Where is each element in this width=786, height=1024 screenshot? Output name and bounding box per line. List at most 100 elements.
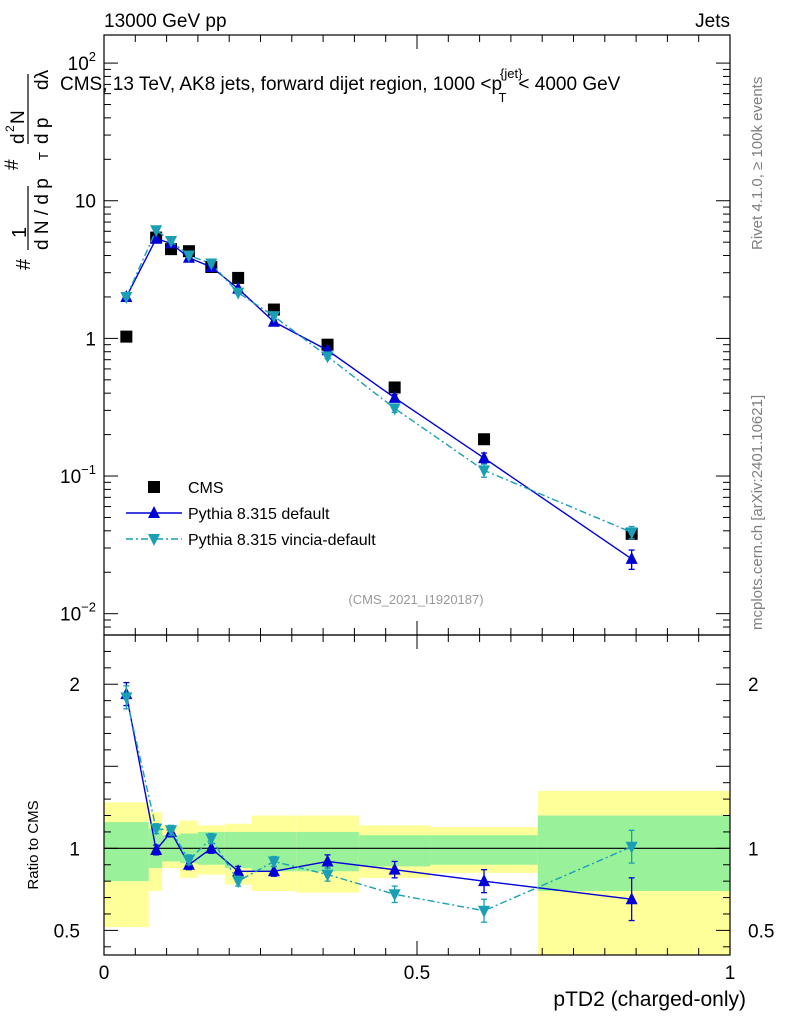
ratio-x-tick-label: 1 bbox=[725, 963, 736, 984]
ratio-pythia-8-315-vincia-default-point bbox=[321, 869, 334, 882]
ratio-uncertainty-bands bbox=[104, 790, 730, 955]
x-axis-label: pTD2 (charged-only) bbox=[553, 988, 746, 1011]
main-cms-point bbox=[120, 330, 133, 343]
title-superscript: {jet} bbox=[500, 66, 523, 81]
main-y-tick-label-base: 10 bbox=[68, 54, 89, 75]
main-pythia-8-315-default-point bbox=[478, 451, 491, 464]
ylabel-hash-left: # bbox=[13, 258, 35, 270]
title-text-after: < 4000 GeV bbox=[518, 74, 620, 95]
chart-title: CMS, 13 TeV, AK8 jets, forward dijet reg… bbox=[60, 66, 621, 105]
legend-marker-pythia-8-315-default bbox=[148, 506, 160, 518]
main-y-tick-label: 10−1 bbox=[60, 462, 96, 488]
main-y-tick-label-exponent: −2 bbox=[81, 600, 96, 615]
main-pythia-8-315-vincia-default-point bbox=[182, 250, 195, 263]
ratio-y-tick-label-left: 2 bbox=[69, 675, 80, 696]
main-y-tick-label-base: 10 bbox=[60, 467, 81, 488]
main-pythia-8-315-vincia-default-point bbox=[165, 235, 178, 248]
title-text-before: CMS, 13 TeV, AK8 jets, forward dijet reg… bbox=[60, 74, 491, 95]
main-pythia-8-315-vincia-default-point bbox=[267, 311, 280, 324]
legend-label-pythia-8-315-default: Pythia 8.315 default bbox=[188, 506, 330, 523]
legend-marker-cms bbox=[148, 481, 160, 493]
main-pythia-8-315-vincia-default-point bbox=[321, 351, 334, 364]
main-y-tick-label: 10−2 bbox=[60, 600, 96, 626]
legend: CMS Pythia 8.315 default Pythia 8.315 vinc… bbox=[126, 480, 376, 549]
main-cms-point bbox=[478, 433, 491, 446]
ylabel-denominator-right: d p bbox=[32, 118, 53, 144]
ratio-pythia-8-315-vincia-default-point bbox=[625, 841, 638, 854]
category-label: Jets bbox=[695, 11, 730, 32]
main-pythia-8-315-vincia-default-point bbox=[232, 287, 245, 300]
ylabel-superscript: 2 bbox=[3, 125, 17, 132]
green-band-bin bbox=[224, 831, 252, 869]
ratio-pythia-8-315-vincia-default-point bbox=[205, 833, 218, 846]
ratio-y-tick-label-right: 0.5 bbox=[748, 921, 774, 942]
ratio-y-tick-label-left: 1 bbox=[69, 839, 80, 860]
main-pythia-8-315-vincia-default-point bbox=[388, 403, 401, 416]
main-pythia-8-315-vincia-default-point bbox=[120, 291, 133, 304]
ylabel-denominator-left: d N / d p bbox=[32, 178, 53, 250]
ratio-series-layer bbox=[120, 681, 638, 923]
main-pythia-8-315-vincia-default-point bbox=[478, 465, 491, 478]
ratio-pythia-8-315-default-point bbox=[205, 841, 218, 854]
main-cms-point bbox=[232, 271, 245, 284]
ratio-pythia-8-315-vincia-default-point bbox=[267, 856, 280, 869]
main-pythia-8-315-vincia-default-point bbox=[205, 258, 218, 271]
ratio-pythia-8-315-default-point bbox=[267, 864, 280, 877]
green-band-bin bbox=[104, 822, 149, 882]
main-y-tick-label-exponent: 2 bbox=[89, 49, 96, 64]
ylabel-hash-right: # bbox=[2, 159, 23, 170]
analysis-label: (CMS_2021_I1920187) bbox=[348, 592, 483, 607]
ylabel-n: N bbox=[8, 110, 29, 124]
main-y-tick-label: 10 bbox=[75, 192, 96, 213]
ratio-y-tick-label-left: 0.5 bbox=[54, 921, 80, 942]
ratio-pythia-8-315-default-point bbox=[478, 874, 491, 887]
ratio-pythia-8-315-default-point bbox=[388, 862, 401, 875]
legend-label-cms: CMS bbox=[188, 480, 224, 497]
ratio-pythia-8-315-default-point bbox=[150, 842, 163, 855]
ratio-x-tick-label: 0 bbox=[99, 963, 110, 984]
main-pythia-8-315-default-point bbox=[150, 231, 163, 244]
main-y-tick-label: 102 bbox=[68, 49, 96, 75]
ratio-pythia-8-315-default-point bbox=[232, 864, 245, 877]
main-y-tick-label: 1 bbox=[85, 329, 96, 350]
ratio-y-axis-label: Ratio to CMS bbox=[25, 800, 42, 889]
main-y-tick-label-base: 1 bbox=[85, 329, 96, 350]
main-pythia-8-315-vincia-default-point bbox=[150, 225, 163, 238]
ylabel-subscript: T bbox=[36, 152, 51, 160]
energy-label: 13000 GeV pp bbox=[104, 11, 227, 32]
main-cms-point bbox=[388, 381, 401, 394]
main-y-tick-label-exponent: −1 bbox=[81, 462, 96, 477]
ylabel-d-right: d bbox=[8, 133, 29, 144]
green-band-bin bbox=[537, 815, 730, 891]
legend-label-pythia-8-315-vincia-default: Pythia 8.315 vincia-default bbox=[188, 532, 376, 549]
main-y-tick-label-base: 10 bbox=[60, 605, 81, 626]
ratio-x-tick-label: 0.5 bbox=[404, 963, 430, 984]
ratio-pythia-8-315-default-point bbox=[321, 854, 334, 867]
main-series-layer bbox=[120, 225, 638, 570]
ratio-pythia-8-315-default-point bbox=[625, 892, 638, 905]
main-y-axis-label: # 1 d N / d p # T d 2 N d p dλ bbox=[2, 69, 53, 270]
title-p: p bbox=[491, 74, 502, 95]
rivet-label: Rivet 4.1.0, ≥ 100k events bbox=[749, 77, 766, 250]
ratio-pythia-8-315-vincia-default-point bbox=[120, 692, 133, 705]
main-pythia-8-315-default-point bbox=[625, 551, 638, 564]
ratio-y-tick-label-right: 2 bbox=[748, 675, 759, 696]
legend-marker-pythia-8-315-vincia-default bbox=[148, 534, 160, 546]
main-y-tick-label-base: 10 bbox=[75, 192, 96, 213]
ratio-pythia-8-315-vincia-default-point bbox=[388, 889, 401, 902]
mcplots-label: mcplots.cern.ch [arXiv:2401.10621] bbox=[749, 395, 766, 630]
main-pythia-8-315-vincia-default-point bbox=[625, 527, 638, 540]
ylabel-lambda: dλ bbox=[32, 69, 53, 90]
ylabel-one: 1 bbox=[9, 227, 31, 238]
ratio-pythia-8-315-vincia-default-point bbox=[150, 823, 163, 836]
title-subscript: T bbox=[498, 90, 506, 105]
ratio-pythia-8-315-vincia-default-point bbox=[232, 876, 245, 889]
green-band-bin bbox=[430, 835, 538, 865]
ratio-pythia-8-315-vincia-default-point bbox=[478, 905, 491, 918]
main-pythia-8-315-default-point bbox=[388, 390, 401, 403]
ratio-pythia-8-315-vincia-default-point bbox=[165, 825, 178, 838]
ratio-y-tick-label-right: 1 bbox=[748, 839, 759, 860]
ratio-pythia-8-315-vincia-default-point bbox=[182, 854, 195, 867]
